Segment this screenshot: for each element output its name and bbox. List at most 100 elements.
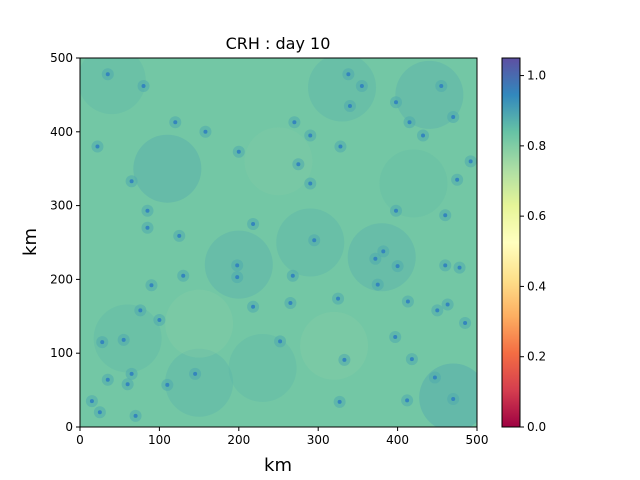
heatmap-peak: [100, 340, 105, 345]
heatmap-peak: [278, 339, 283, 344]
heatmap-peak: [141, 84, 146, 89]
heatmap-peak: [290, 273, 295, 278]
heatmap-peak: [346, 72, 351, 77]
heatmap-peak: [395, 264, 400, 269]
heatmap-peak: [125, 382, 130, 387]
colorbar-tick-label: 0.8: [527, 139, 546, 153]
heatmap-peak: [181, 273, 186, 278]
heatmap-peak: [394, 100, 399, 105]
colorbar-tick-label: 1.0: [527, 69, 546, 83]
y-axis-ticks: 0 100 200 300 400 500: [50, 51, 80, 434]
heatmap-peak: [138, 308, 143, 313]
x-tick-label: 500: [466, 433, 489, 447]
heatmap-peak: [308, 181, 313, 186]
heatmap-peak: [292, 120, 297, 125]
heatmap-peak: [149, 283, 154, 288]
y-tick-label: 500: [50, 51, 73, 65]
plot-frame: [79, 57, 478, 428]
heatmap-peak: [251, 222, 256, 227]
heatmap-peak: [405, 398, 410, 403]
y-tick-label: 400: [50, 125, 73, 139]
heatmap-peak: [105, 72, 110, 77]
heatmap-peak: [439, 84, 444, 89]
heatmap-peak: [296, 162, 301, 167]
heatmap-peak: [451, 396, 456, 401]
heatmap-field: [80, 58, 477, 427]
heatmap-peak: [455, 177, 460, 182]
heatmap-peak: [129, 371, 134, 376]
heatmap-peak: [457, 265, 462, 270]
heatmap-blob: [244, 127, 313, 196]
heatmap-peak: [443, 213, 448, 218]
colorbar-tick-label: 0.0: [527, 420, 546, 434]
heatmap-peak: [251, 304, 256, 309]
x-tick-label: 100: [148, 433, 171, 447]
heatmap-blob: [165, 348, 234, 417]
heatmap-peak: [468, 159, 473, 164]
heatmap-blob: [80, 58, 146, 115]
heatmap-peak: [288, 301, 293, 306]
heatmap-peak: [432, 375, 437, 380]
heatmap-peak: [173, 120, 178, 125]
heatmap-peak: [145, 208, 150, 213]
y-tick-label: 200: [50, 272, 73, 286]
heatmap-peak: [375, 282, 380, 287]
x-tick-label: 400: [386, 433, 409, 447]
heatmap-peak: [105, 377, 110, 382]
heatmap-blob: [308, 58, 377, 122]
heatmap-blob: [395, 60, 464, 129]
colorbar: [501, 57, 521, 428]
heatmap-peak: [193, 371, 198, 376]
heatmap-peak: [407, 120, 412, 125]
colorbar-tick-label: 0.6: [527, 209, 546, 223]
heatmap-peak: [95, 144, 100, 149]
y-tick-label: 100: [50, 346, 73, 360]
heatmap-peak: [451, 115, 456, 120]
heatmap-peak: [347, 103, 352, 108]
heatmap-peak: [89, 399, 94, 404]
heatmap-peak: [203, 129, 208, 134]
heatmap-peak: [338, 144, 343, 149]
x-tick-label: 0: [76, 433, 84, 447]
heatmap-peak: [129, 179, 134, 184]
x-tick-label: 300: [307, 433, 330, 447]
x-tick-label: 200: [227, 433, 250, 447]
heatmap-peak: [235, 263, 240, 268]
heatmap-peak: [394, 208, 399, 213]
heatmap-peak: [236, 149, 241, 154]
heatmap-peak: [235, 275, 240, 280]
heatmap-peak: [308, 133, 313, 138]
heatmap-peak: [445, 302, 450, 307]
heatmap-peak: [421, 133, 426, 138]
chart-title: CRH : day 10: [226, 34, 331, 53]
heatmap-peak: [337, 399, 342, 404]
colorbar-tick-label: 0.4: [527, 279, 546, 293]
heatmap-peak: [165, 382, 170, 387]
heatmap-peak: [97, 410, 102, 415]
colorbar-ticks: 0.0 0.2 0.4 0.6 0.8 1.0: [520, 69, 546, 434]
heatmap-peak: [405, 299, 410, 304]
heatmap-blob: [165, 289, 234, 358]
y-tick-label: 0: [65, 420, 73, 434]
heatmap-peak: [463, 320, 468, 325]
heatmap-peak: [133, 413, 138, 418]
heatmap-peak: [381, 249, 386, 254]
heatmap-blob: [300, 311, 369, 380]
heatmap-blob: [228, 333, 297, 402]
heatmap-peak: [312, 238, 317, 243]
heatmap-peak: [359, 84, 364, 89]
heatmap-blob: [133, 134, 202, 203]
y-tick-label: 300: [50, 199, 73, 213]
heatmap-peak: [342, 357, 347, 362]
heatmap-peak: [121, 337, 126, 342]
heatmap-peak: [145, 225, 150, 230]
heatmap-peak: [336, 296, 341, 301]
heatmap-blob: [347, 223, 416, 292]
heatmap-peak: [373, 256, 378, 261]
heatmap-peak: [157, 317, 162, 322]
heatmap-blob: [379, 149, 448, 218]
x-axis-label: km: [264, 455, 292, 476]
heatmap-peaks: [85, 68, 477, 422]
heatmap-peak: [443, 263, 448, 268]
